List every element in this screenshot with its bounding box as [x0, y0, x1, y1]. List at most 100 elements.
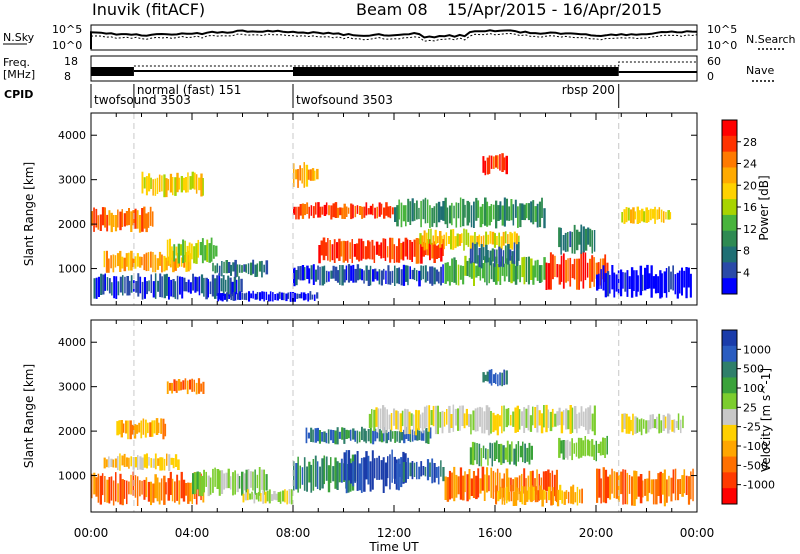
power-cell [468, 258, 471, 278]
power-cell [479, 265, 482, 281]
velocity-cell [523, 486, 527, 505]
velocity-cell [161, 457, 164, 471]
velocity-cell [163, 475, 166, 505]
velocity-cell [288, 489, 291, 504]
velocity-cell [310, 427, 313, 442]
power-cell [429, 239, 431, 261]
power-cell [353, 244, 357, 257]
velocity-cell [198, 472, 201, 496]
power-cell [299, 204, 302, 216]
velocity-cell [171, 382, 173, 394]
power-cell [168, 238, 171, 264]
power-cell [145, 252, 148, 272]
power-cell [106, 214, 109, 232]
freq-trace [91, 67, 697, 76]
power-cell [241, 292, 243, 300]
power-cell [263, 264, 265, 273]
velocity-cell [415, 409, 417, 436]
velocity-cell [534, 478, 536, 491]
velocity-cell [452, 404, 455, 432]
velocity-cell [303, 457, 306, 491]
power-cell [143, 254, 146, 271]
power-cell [659, 270, 662, 299]
velocity-cell [421, 412, 424, 434]
velocity-cell [356, 451, 359, 491]
velocity-cell [377, 408, 380, 433]
power-cell [630, 209, 633, 224]
velocity-cell [563, 491, 566, 505]
velocity-cell [192, 473, 195, 495]
velocity-cell [402, 462, 405, 482]
velocity-cell [572, 484, 575, 505]
power-cell [123, 213, 126, 227]
power-cell [198, 177, 201, 191]
velocity-cell [570, 486, 573, 504]
power-colorbar-ticks: 28 24 20 16 12 8 4 [737, 136, 757, 279]
velocity-colorbar-tick-label: 500 [743, 363, 764, 376]
velocity-cell [569, 405, 572, 434]
power-cell [192, 273, 194, 291]
velocity-cell [538, 410, 541, 426]
velocity-cell [170, 457, 173, 465]
power-cell [398, 199, 400, 220]
velocity-cell [675, 420, 678, 428]
power-cell [297, 206, 300, 220]
power-cell [567, 232, 569, 252]
power-cell [218, 273, 221, 300]
power-cell [429, 266, 432, 284]
velocity-cell [172, 458, 175, 469]
power-cell [114, 215, 118, 232]
power-cell [442, 264, 444, 283]
power-cell [372, 203, 374, 216]
velocity-cell [232, 472, 234, 496]
power-cell [165, 257, 168, 271]
power-cell [322, 237, 326, 261]
velocity-cell [506, 486, 508, 504]
power-cell [376, 271, 379, 281]
power-cell [637, 275, 639, 292]
velocity-cell [625, 413, 628, 434]
power-cell [562, 235, 565, 251]
velocity-cell [238, 476, 241, 489]
power-cell [187, 279, 190, 293]
power-cell [411, 241, 413, 262]
velocity-cell [667, 413, 670, 434]
velocity-cell [658, 413, 661, 434]
power-cell [123, 257, 127, 272]
velocity-colorbar-swatch [722, 456, 737, 473]
power-cell [389, 206, 392, 219]
velocity-cell [122, 423, 125, 433]
velocity-cell [310, 464, 313, 493]
velocity-cell [644, 478, 647, 496]
power-cell [161, 254, 163, 273]
velocity-cell [387, 431, 390, 441]
power-cell [422, 265, 424, 280]
velocity-cell [156, 477, 159, 502]
velocity-cell [484, 374, 487, 381]
power-cell [419, 233, 422, 245]
velocity-cell [197, 378, 201, 394]
power-cell [154, 178, 157, 196]
velocity-cell [398, 464, 401, 478]
power-cell [485, 231, 488, 247]
velocity-cell [549, 411, 553, 432]
power-cell [609, 274, 611, 294]
power-cell [363, 206, 366, 218]
power-cell [325, 270, 328, 283]
velocity-cell [319, 466, 321, 491]
power-cell [654, 206, 656, 224]
power-cell [134, 208, 137, 229]
power-cell [154, 254, 157, 273]
power-cell [575, 229, 579, 251]
power-cell [485, 244, 488, 263]
velocity-cell [373, 409, 376, 432]
power-cell [491, 231, 495, 245]
power-cell [193, 172, 196, 190]
velocity-cell [383, 427, 385, 442]
power-cell [502, 250, 505, 268]
velocity-cell [160, 418, 163, 434]
power-ytick-label: 3000 [58, 174, 86, 187]
velocity-cell [141, 457, 144, 470]
power-cell [407, 198, 410, 222]
